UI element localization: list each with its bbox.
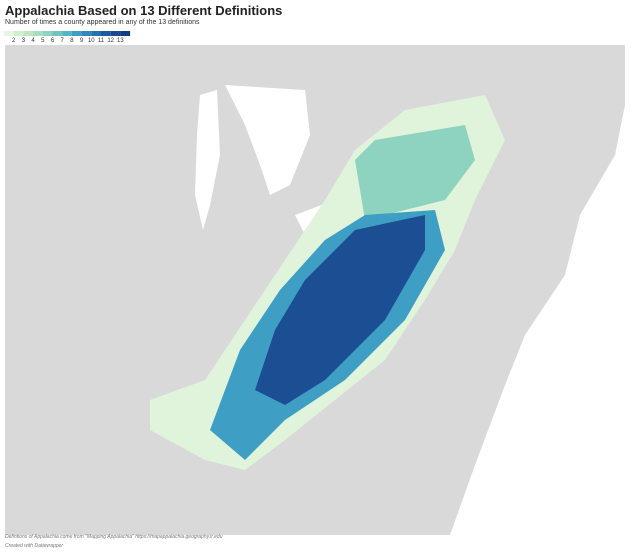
legend-swatch	[42, 31, 53, 36]
title: Appalachia Based on 13 Different Definit…	[5, 3, 283, 18]
source-note: Defintions of Appalachia come from "Mapp…	[5, 534, 223, 540]
legend-label: 8	[70, 38, 74, 44]
legend-swatch	[52, 31, 63, 36]
legend-label: 3	[22, 38, 26, 44]
legend-label: 11	[98, 38, 105, 44]
legend-label: 12	[107, 38, 114, 44]
legend-swatch	[110, 31, 121, 36]
subtitle: Number of times a county appeared in any…	[5, 19, 200, 26]
legend-swatch	[62, 31, 72, 36]
region-core	[255, 215, 425, 405]
legend-label: 7	[61, 38, 65, 44]
legend-label: 6	[51, 38, 55, 44]
legend-label: 4	[31, 38, 35, 44]
legend-swatch	[71, 31, 82, 36]
legend-swatch	[23, 31, 34, 36]
legend-swatch	[13, 31, 24, 36]
legend-swatch	[91, 31, 101, 36]
legend-label: 9	[80, 38, 84, 44]
legend-swatch	[33, 31, 43, 36]
legend-swatch	[101, 31, 111, 36]
lake-michigan	[195, 90, 220, 230]
legend-swatch	[4, 31, 14, 36]
legend-label: 10	[88, 38, 95, 44]
map	[5, 45, 625, 535]
legend-label: 13	[117, 38, 124, 44]
ocean	[450, 45, 625, 535]
legend-label: 2	[12, 38, 16, 44]
legend-swatch	[120, 31, 131, 36]
lake-huron	[225, 85, 310, 195]
legend-label: 5	[41, 38, 45, 44]
region-teal	[355, 125, 475, 220]
credit: Created with Datawrapper	[5, 543, 64, 549]
legend-swatch	[81, 31, 92, 36]
legend: 2 3 4 5 6 7 8 9 10 11 12 13	[4, 31, 131, 44]
